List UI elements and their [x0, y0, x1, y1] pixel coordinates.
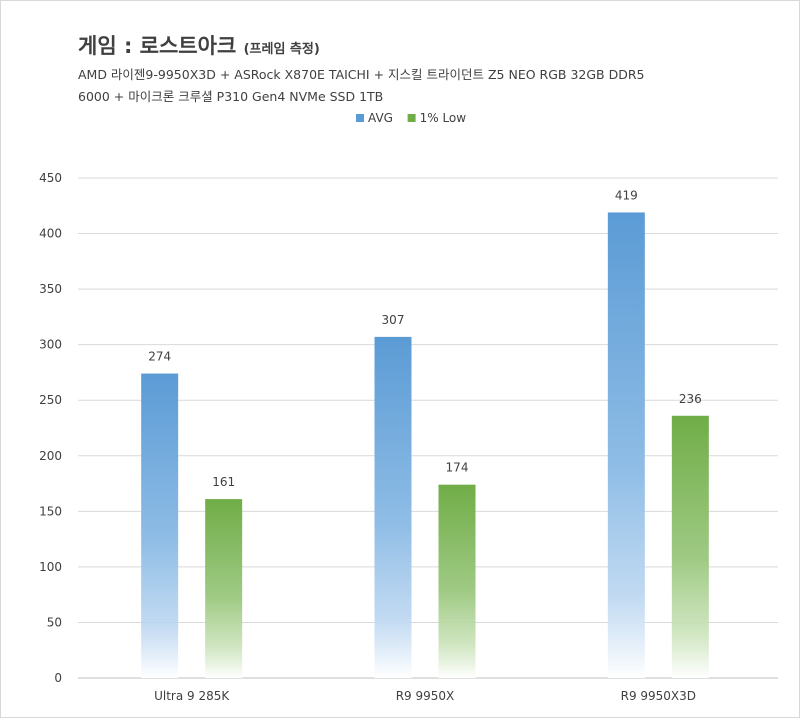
- y-tick-label: 200: [39, 449, 62, 463]
- y-axis: 0 50 100 150 200 250 300 350 400 450: [39, 171, 62, 685]
- chart-title: 게임 : 로스트아크 (프레임 측정): [78, 30, 320, 60]
- data-label: 161: [212, 475, 235, 489]
- y-tick-label: 350: [39, 282, 62, 296]
- bars: [141, 212, 709, 678]
- y-tick-label: 150: [39, 504, 62, 518]
- legend-swatch: [407, 114, 416, 122]
- x-tick-label: R9 9950X3D: [621, 689, 696, 703]
- legend-swatch: [356, 114, 364, 122]
- avg-bar: [374, 336, 412, 678]
- y-tick-label: 450: [39, 171, 62, 185]
- data-labels: 274 161 307 174 419 236: [148, 188, 702, 489]
- y-tick-label: 50: [47, 615, 62, 629]
- data-label: 419: [615, 188, 638, 202]
- low-bar: [438, 484, 476, 678]
- y-tick-label: 400: [39, 227, 62, 241]
- legend: AVG 1% Low: [356, 111, 466, 125]
- grid-lines: [78, 177, 778, 679]
- legend-label: AVG: [368, 111, 393, 125]
- x-tick-label: R9 9950X: [396, 689, 455, 703]
- y-tick-label: 100: [39, 560, 62, 574]
- y-tick-label: 250: [39, 393, 62, 407]
- x-tick-label: Ultra 9 285K: [154, 689, 230, 703]
- avg-bar: [141, 373, 179, 678]
- y-tick-label: 0: [54, 671, 62, 685]
- chart-subtitle: AMD 라이젠9-9950X3D + ASRock X870E TAICHI +…: [78, 67, 645, 104]
- avg-bar: [607, 212, 645, 678]
- data-label: 274: [148, 350, 171, 364]
- y-tick-label: 300: [39, 338, 62, 352]
- low-bar: [205, 499, 243, 678]
- data-label: 236: [679, 392, 702, 406]
- data-label: 307: [382, 313, 405, 327]
- data-label: 174: [446, 461, 469, 475]
- chart-title-main: 게임 : 로스트아크: [78, 34, 237, 58]
- legend-label: 1% Low: [420, 111, 467, 125]
- x-axis: Ultra 9 285K R9 9950X R9 9950X3D: [154, 689, 696, 703]
- low-bar: [671, 415, 709, 678]
- chart-title-sub: (프레임 측정): [243, 42, 320, 57]
